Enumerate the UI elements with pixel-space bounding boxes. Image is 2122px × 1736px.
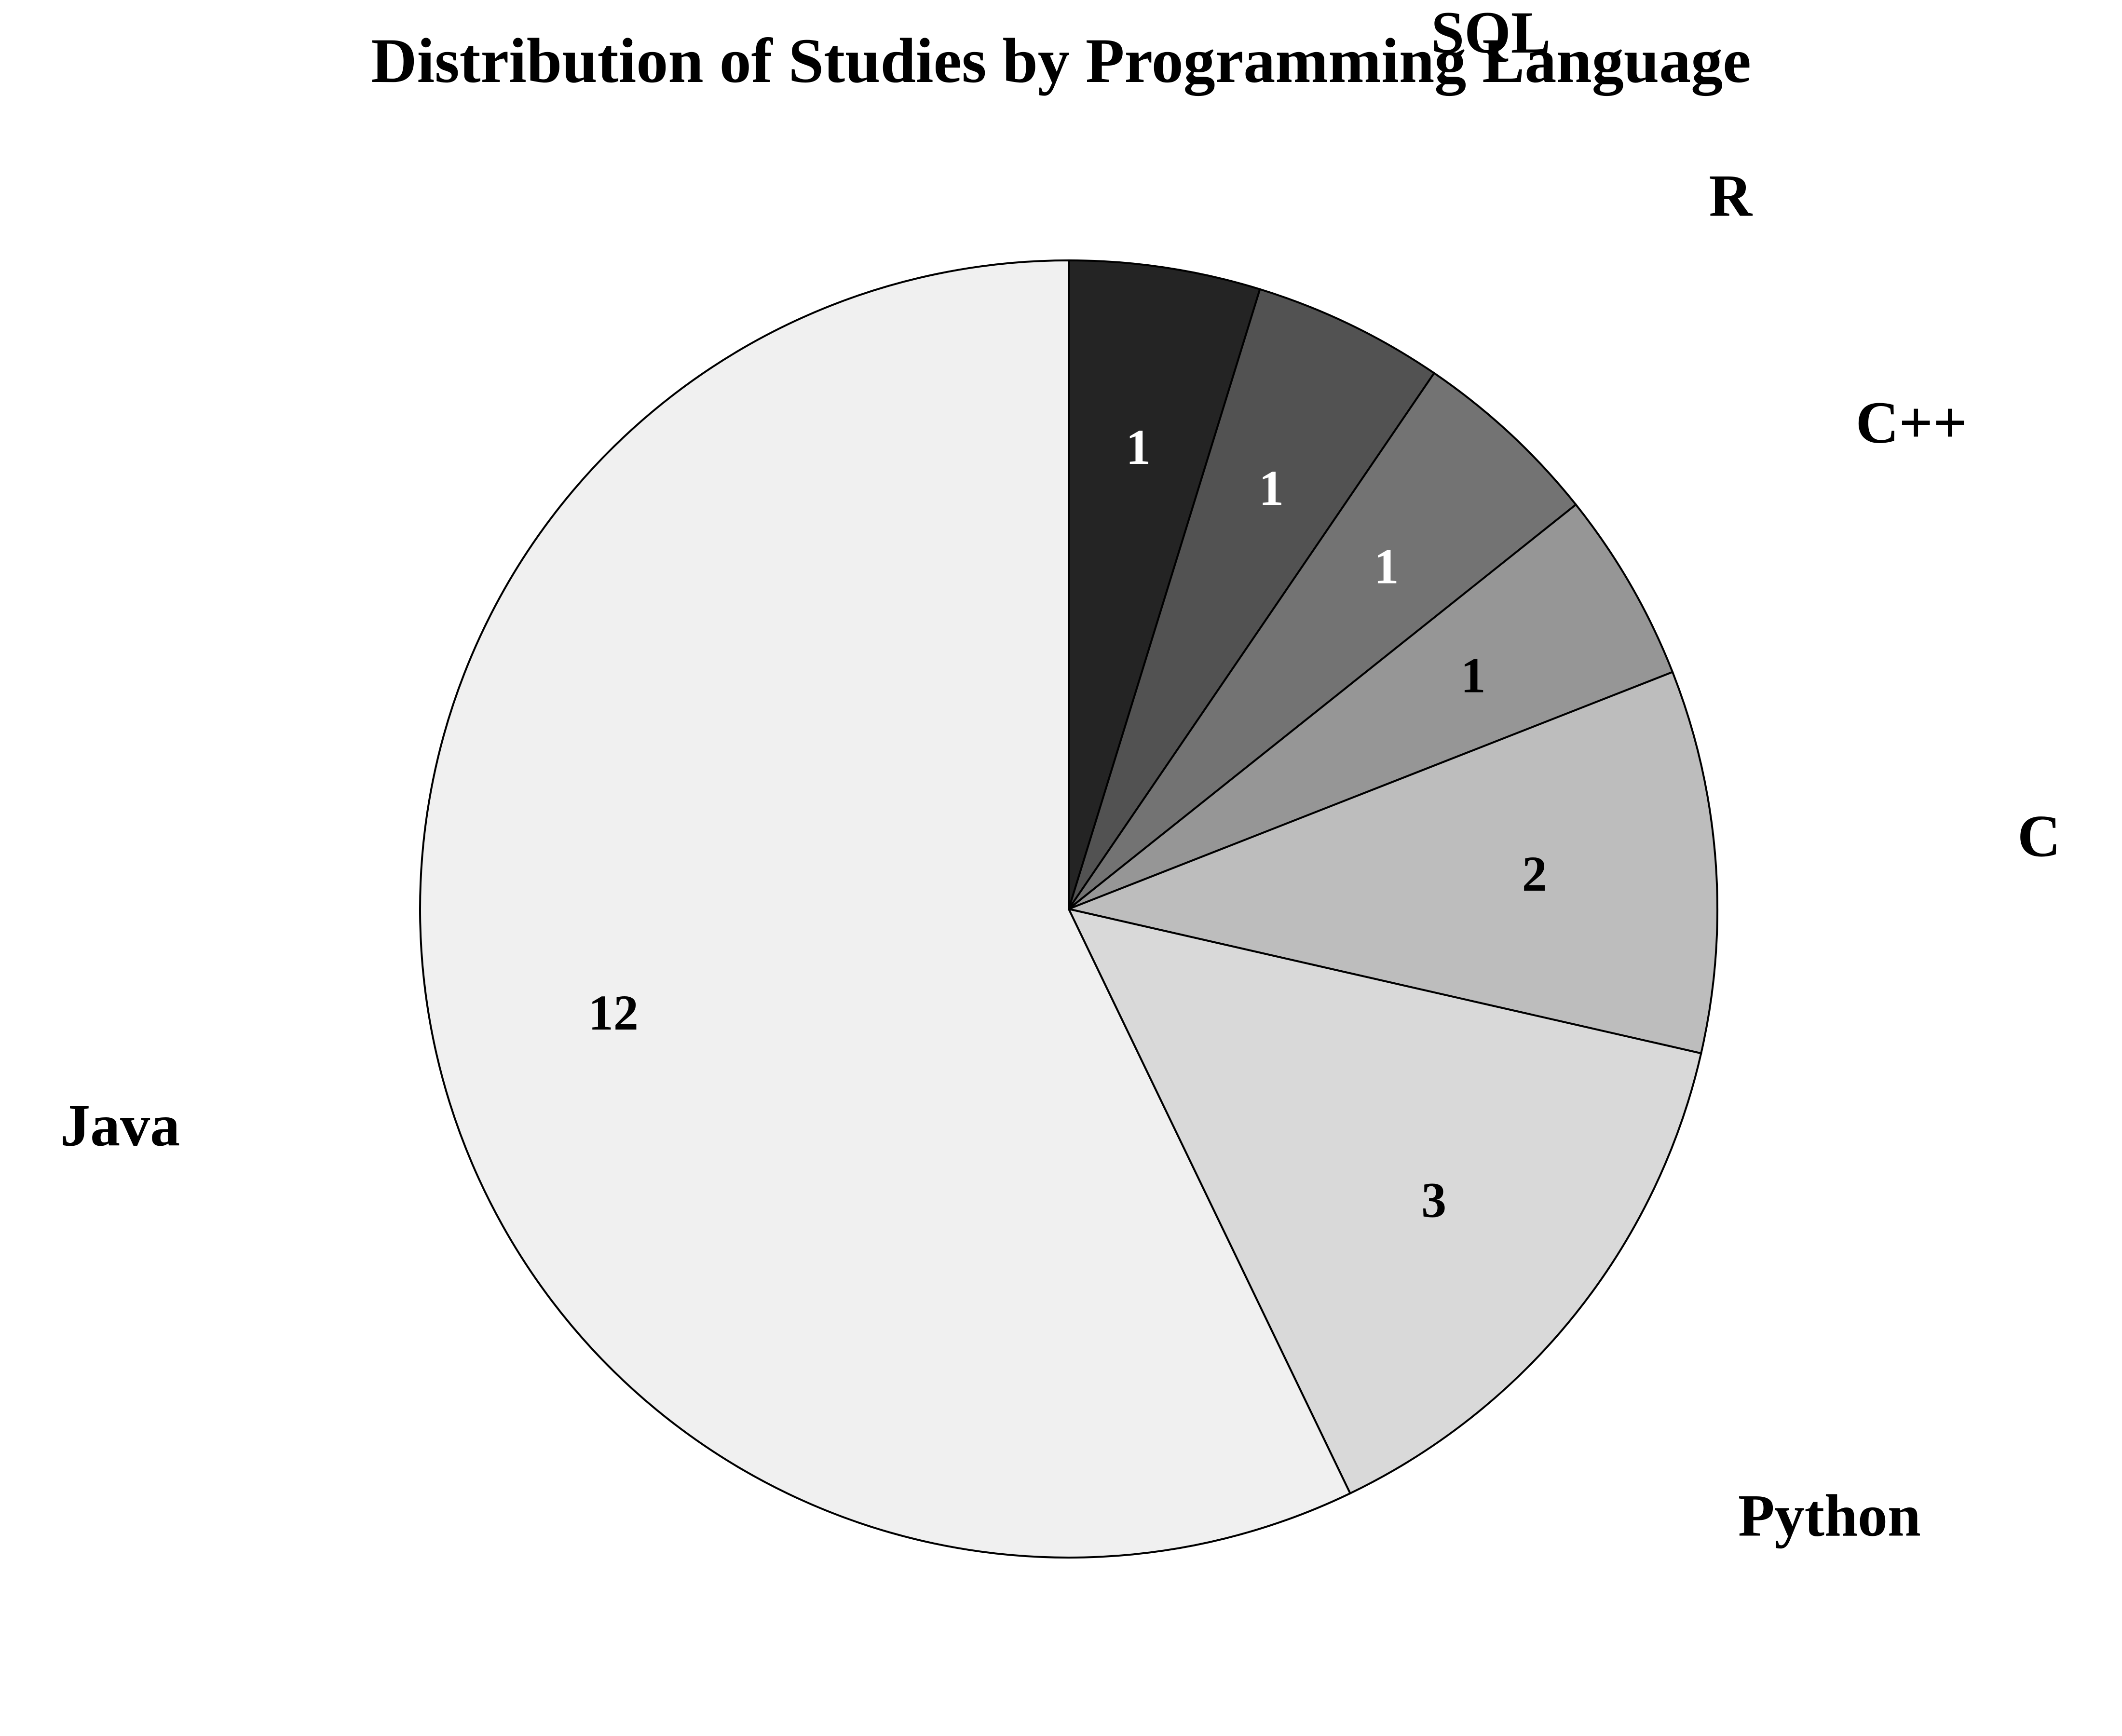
chart-title: Distribution of Studies by Programming L… [371,25,1751,96]
value-label-c: 2 [1522,846,1547,902]
slice-python [1067,908,1702,1495]
slice-java [419,259,1352,1559]
slice-label-r: R [1709,163,1753,229]
value-label-python: 3 [1421,1172,1446,1228]
slice-r [1068,371,1578,910]
pie-slices [419,259,1718,1559]
value-label-cplusplus: 1 [1461,648,1486,703]
slice-label-sql: SQL [1431,0,1551,66]
slice-sql [1068,288,1436,910]
value-label-eiffel: 1 [1126,420,1151,475]
slice-c [1065,671,1718,1055]
value-label-r: 1 [1374,539,1399,595]
slice-eiffel [1068,259,1261,909]
slice-label-cplusplus: C++ [1856,390,1967,456]
slice-cplusplus [1068,503,1674,910]
value-label-sql: 1 [1259,461,1284,516]
slice-label-python: Python [1738,1482,1921,1548]
slice-label-c: C [2017,803,2061,869]
slice-label-java: Java [60,1092,180,1158]
value-label-java: 12 [588,985,639,1041]
